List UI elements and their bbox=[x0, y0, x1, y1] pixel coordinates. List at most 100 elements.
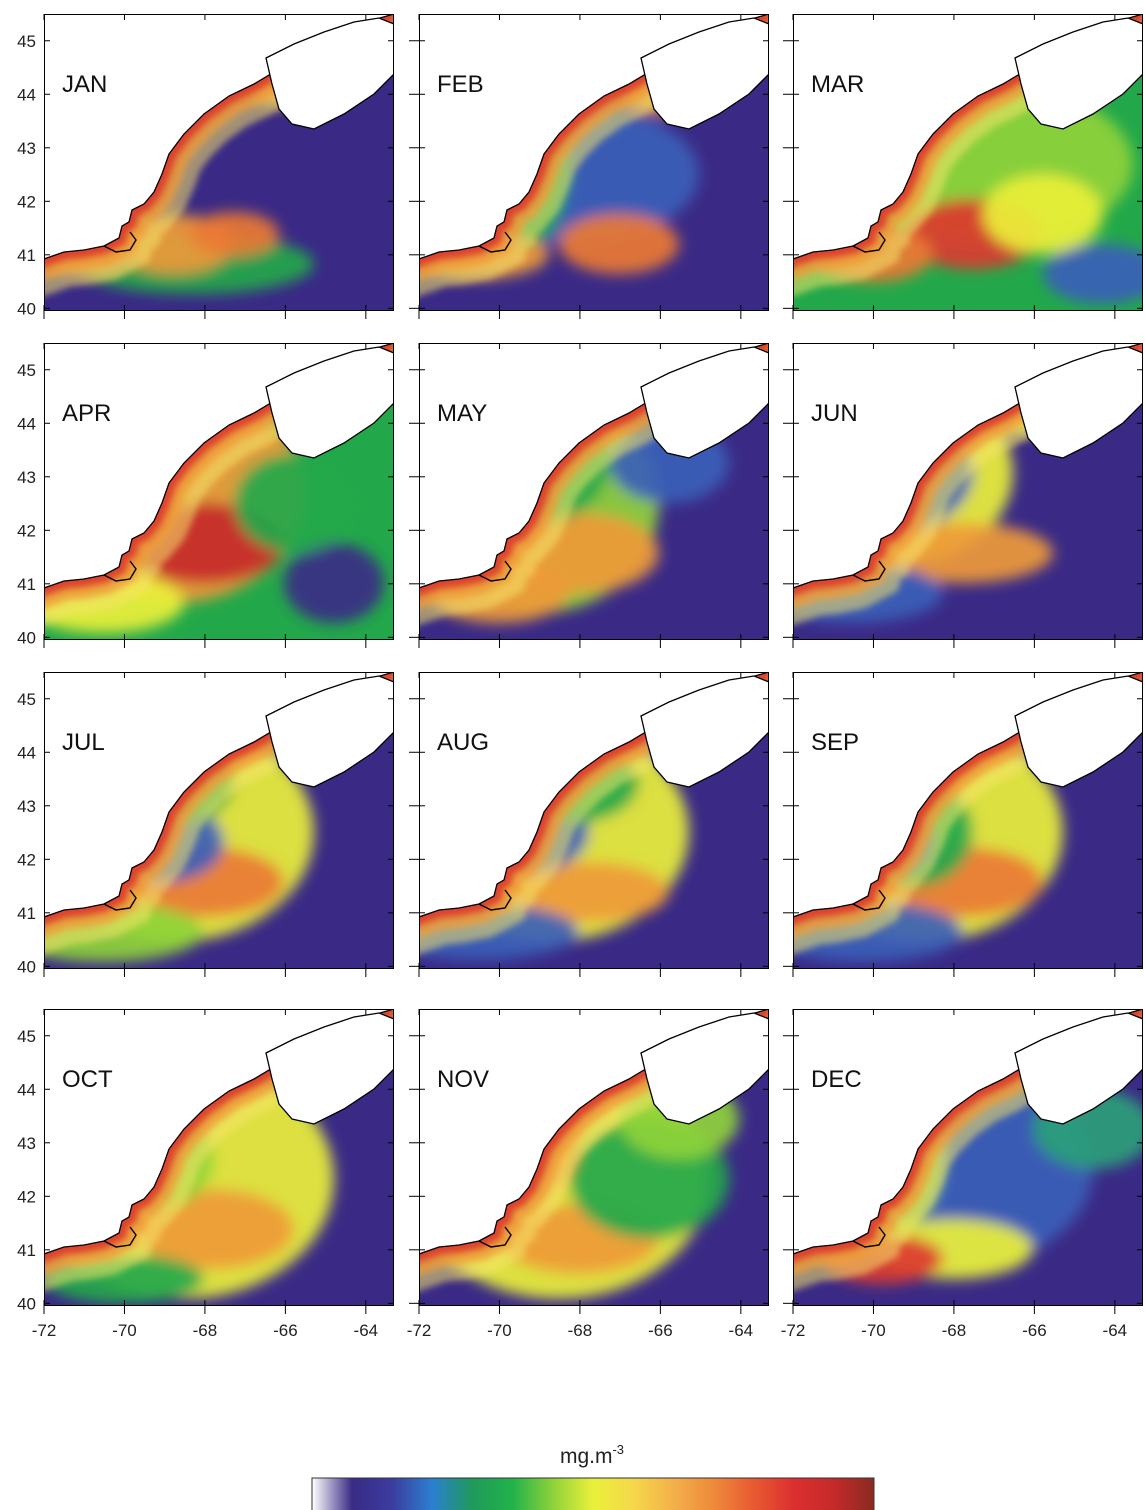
cape-cod-coast bbox=[103, 560, 137, 582]
lat-tick-label: 44 bbox=[17, 1080, 36, 1099]
land-nova-scotia bbox=[640, 1012, 769, 1125]
lon-tick-label: -68 bbox=[193, 1321, 218, 1340]
lat-tick-label: 44 bbox=[17, 85, 36, 104]
lon-tick-label: -66 bbox=[648, 1321, 673, 1340]
month-label: JUN bbox=[811, 400, 858, 427]
panel-grid: JAN 40 41 42 43 44 45 FEB MAR APR 40 41 42 43 44 45 MAY J… bbox=[17, 14, 1143, 1340]
land-nova-scotia bbox=[265, 346, 394, 459]
cape-cod-coast bbox=[103, 1226, 137, 1248]
map-panel-jan: JAN 40 41 42 43 44 45 bbox=[17, 14, 394, 319]
lat-tick-label: 45 bbox=[17, 32, 36, 51]
lat-tick-label: 41 bbox=[17, 1241, 36, 1260]
chlorophyll-patch bbox=[559, 214, 679, 274]
cape-cod-coast bbox=[478, 889, 512, 911]
land-nova-scotia bbox=[265, 17, 394, 130]
chlorophyll-patch bbox=[983, 174, 1103, 254]
panel-frame bbox=[44, 14, 394, 311]
map-panel-nov: NOV -72 -70 -68 -66 -64 bbox=[407, 1009, 769, 1340]
cape-cod-coast bbox=[852, 1226, 886, 1248]
month-label: AUG bbox=[437, 729, 489, 756]
lon-tick-label: -66 bbox=[1022, 1321, 1047, 1340]
month-label: SEP bbox=[811, 729, 859, 756]
panel-frame bbox=[793, 1009, 1143, 1306]
month-label: MAY bbox=[437, 400, 487, 427]
lat-tick-label: 41 bbox=[17, 575, 36, 594]
lon-tick-label: -68 bbox=[942, 1321, 967, 1340]
land-nova-scotia bbox=[1014, 675, 1143, 788]
lon-tick-label: -70 bbox=[112, 1321, 137, 1340]
map-panel-may: MAY bbox=[409, 343, 769, 648]
cape-cod-coast bbox=[478, 560, 512, 582]
panel-frame bbox=[419, 343, 769, 640]
land-nova-scotia bbox=[640, 17, 769, 130]
lon-tick-label: -72 bbox=[32, 1321, 57, 1340]
cape-cod-coast bbox=[478, 231, 512, 253]
chlorophyll-patch bbox=[284, 543, 384, 623]
lat-tick-label: 40 bbox=[17, 1294, 36, 1313]
map-panel-jul: JUL 40 41 42 43 44 45 bbox=[17, 672, 394, 977]
panel-frame bbox=[793, 14, 1143, 311]
map-panel-sep: SEP bbox=[783, 672, 1143, 977]
map-panel-oct: OCT 40 41 42 43 44 45 -72 -70 -68 -66 -64 bbox=[17, 1009, 394, 1340]
lat-tick-label: 45 bbox=[17, 1027, 36, 1046]
colorbar-units: mg.m-3 bbox=[560, 1442, 624, 1468]
land-nova-scotia bbox=[1014, 1012, 1143, 1125]
lon-tick-label: -72 bbox=[407, 1321, 432, 1340]
lat-tick-label: 45 bbox=[17, 690, 36, 709]
panel-frame bbox=[793, 343, 1143, 640]
map-panel-feb: FEB bbox=[409, 14, 769, 319]
lat-tick-label: 45 bbox=[17, 361, 36, 380]
map-panel-aug: AUG bbox=[409, 672, 769, 977]
land-nova-scotia bbox=[640, 675, 769, 788]
land-nova-scotia bbox=[640, 346, 769, 459]
lat-tick-label: 44 bbox=[17, 743, 36, 762]
lat-tick-label: 44 bbox=[17, 414, 36, 433]
lon-tick-label: -68 bbox=[568, 1321, 593, 1340]
lon-tick-label: -66 bbox=[273, 1321, 298, 1340]
lat-tick-label: 41 bbox=[17, 246, 36, 265]
lat-tick-label: 40 bbox=[17, 957, 36, 976]
land-nova-scotia bbox=[1014, 346, 1143, 459]
lat-tick-label: 42 bbox=[17, 192, 36, 211]
month-label: NOV bbox=[437, 1066, 489, 1093]
lat-tick-label: 42 bbox=[17, 850, 36, 869]
cape-cod-coast bbox=[103, 889, 137, 911]
lat-tick-label: 40 bbox=[17, 299, 36, 318]
colorbar: mg.m-3 0.501.062.244.7310.00 bbox=[311, 1442, 875, 1510]
lat-tick-label: 42 bbox=[17, 521, 36, 540]
chlorophyll-patch bbox=[189, 212, 279, 256]
map-panel-jun: JUN bbox=[783, 343, 1143, 648]
lat-tick-label: 41 bbox=[17, 904, 36, 923]
cape-cod-coast bbox=[852, 560, 886, 582]
lat-tick-label: 43 bbox=[17, 468, 36, 487]
cape-cod-coast bbox=[852, 889, 886, 911]
lat-tick-label: 40 bbox=[17, 628, 36, 647]
panel-frame bbox=[793, 672, 1143, 969]
cape-cod-coast bbox=[852, 231, 886, 253]
land-nova-scotia bbox=[265, 1012, 394, 1125]
lon-tick-label: -70 bbox=[487, 1321, 512, 1340]
map-panel-dec: DEC -72 -70 -68 -66 -64 bbox=[781, 1009, 1143, 1340]
land-nova-scotia bbox=[1014, 17, 1143, 130]
cape-cod-coast bbox=[478, 1226, 512, 1248]
chlorophyll-patch bbox=[234, 453, 354, 553]
panel-frame bbox=[419, 14, 769, 311]
lon-tick-label: -70 bbox=[861, 1321, 886, 1340]
lat-tick-label: 43 bbox=[17, 1134, 36, 1153]
month-label: OCT bbox=[62, 1066, 113, 1093]
panel-frame bbox=[419, 1009, 769, 1306]
month-label: FEB bbox=[437, 71, 484, 98]
lon-tick-label: -72 bbox=[781, 1321, 806, 1340]
map-panel-apr: APR 40 41 42 43 44 45 bbox=[17, 343, 394, 648]
lon-tick-label: -64 bbox=[1103, 1321, 1128, 1340]
lon-tick-label: -64 bbox=[729, 1321, 754, 1340]
month-label: JAN bbox=[62, 71, 107, 98]
panel-frame bbox=[44, 672, 394, 969]
panel-frame bbox=[419, 672, 769, 969]
map-panel-mar: MAR bbox=[783, 14, 1143, 319]
panel-frame bbox=[44, 343, 394, 640]
lon-tick-label: -64 bbox=[354, 1321, 379, 1340]
lat-tick-label: 42 bbox=[17, 1187, 36, 1206]
colorbar-bar bbox=[311, 1477, 875, 1510]
